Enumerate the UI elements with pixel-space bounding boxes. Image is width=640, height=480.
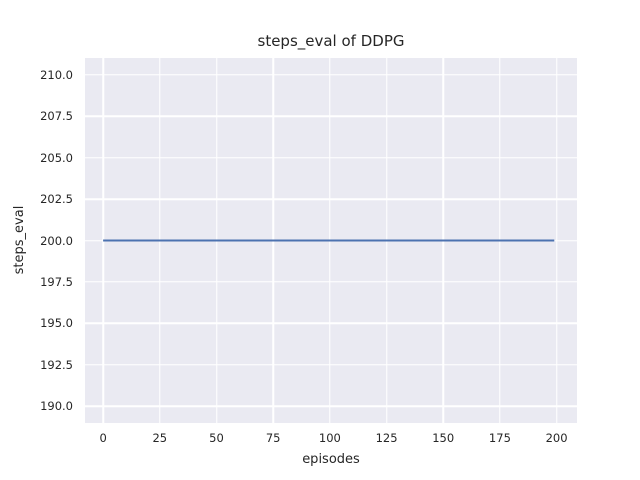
y-tick-label: 202.5 [40,192,73,207]
x-tick-label: 100 [318,431,341,445]
y-tick-label: 200.0 [40,233,73,248]
plot-area [85,58,577,423]
x-axis-label: episodes [302,452,360,467]
y-tick-label: 205.0 [40,150,73,165]
y-tick-label: 207.5 [40,109,73,124]
gridline-horizontal [85,156,577,159]
gridline-horizontal [85,198,577,200]
gridline-horizontal [85,364,577,366]
x-tick-labels: 0 25 50 75 100 125 150 175 200 [85,431,577,447]
x-tick-label: 50 [209,431,224,445]
x-tick-label: 150 [432,431,455,445]
gridline-horizontal [85,115,577,117]
y-tick-labels: 190.0 192.5 195.0 197.5 200.0 202.5 205.0 207.5… [0,58,73,423]
y-tick-label: 192.5 [40,357,73,372]
gridline-horizontal [85,322,577,325]
x-tick-label: 75 [265,431,281,445]
gridline-horizontal [85,281,577,283]
gridline-horizontal [85,73,577,76]
x-tick-label: 200 [545,431,568,445]
x-tick-label: 125 [375,431,398,445]
y-tick-label: 197.5 [40,274,73,289]
y-tick-label: 190.0 [40,399,73,414]
chart-title: steps_eval of DDPG [257,32,405,50]
y-tick-label: 210.0 [40,67,73,82]
series-layer [103,239,555,242]
x-tick-label: 0 [99,431,107,445]
gridline-horizontal [85,405,577,408]
x-tick-label: 25 [152,431,168,445]
x-tick-label: 175 [488,431,511,445]
y-tick-label: 195.0 [40,316,73,331]
